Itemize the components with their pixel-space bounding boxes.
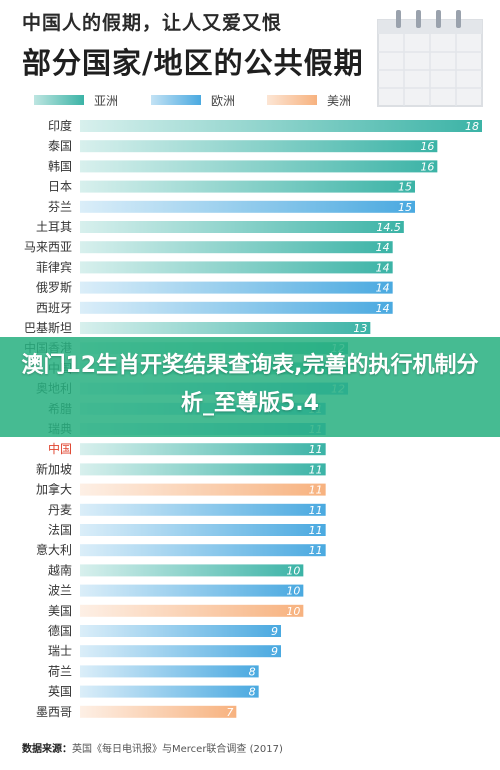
bar <box>80 625 281 637</box>
legend-swatch-americas <box>267 95 317 105</box>
value-label: 11 <box>309 443 323 456</box>
value-label: 9 <box>271 625 278 638</box>
category-label: 新加坡 <box>36 461 72 476</box>
legend-label-americas: 美洲 <box>327 94 352 108</box>
category-label: 土耳其 <box>36 220 72 234</box>
bar <box>80 463 326 476</box>
category-label: 荷兰 <box>48 664 72 678</box>
value-label: 13 <box>353 322 367 335</box>
source-text: 英国《每日电讯报》与Mercer联合调查 (2017) <box>72 744 283 755</box>
category-label: 意大利 <box>36 542 72 557</box>
legend-label-asia: 亚洲 <box>94 94 119 108</box>
value-label: 10 <box>286 605 300 618</box>
source-label: 数据来源： <box>22 744 72 755</box>
bar <box>80 503 326 516</box>
bar <box>80 140 438 153</box>
bar <box>80 524 326 536</box>
category-label: 美国 <box>48 604 72 618</box>
value-label: 14.5 <box>376 221 401 234</box>
value-label: 14 <box>376 241 390 254</box>
overlay-banner: 澳门12生肖开奖结果查询表,完善的执行机制分析_至尊版5.4 <box>0 337 500 437</box>
legend-label-europe: 欧洲 <box>211 94 236 108</box>
category-label: 西班牙 <box>36 301 72 315</box>
bar <box>80 483 326 496</box>
bar <box>80 564 304 577</box>
value-label: 10 <box>286 564 300 577</box>
value-label: 7 <box>226 706 233 719</box>
chart-title: 中国人的假期，让人又爱又恨 <box>22 12 283 34</box>
category-label: 巴基斯坦 <box>24 321 72 335</box>
category-label: 丹麦 <box>48 503 72 517</box>
bar <box>80 544 326 557</box>
value-label: 15 <box>398 181 412 194</box>
legend-swatch-asia <box>34 95 84 105</box>
bar <box>80 604 304 617</box>
bar <box>80 645 281 658</box>
category-label: 马来西亚 <box>24 240 72 254</box>
bar <box>80 261 393 274</box>
value-label: 11 <box>309 544 323 557</box>
value-label: 14 <box>376 282 390 295</box>
category-label: 德国 <box>48 623 72 638</box>
bar <box>80 200 415 213</box>
value-label: 8 <box>249 665 256 678</box>
bar <box>80 221 404 233</box>
value-label: 16 <box>420 140 434 153</box>
bar <box>80 281 393 294</box>
category-label: 中国 <box>48 441 72 456</box>
value-label: 14 <box>376 302 390 315</box>
category-label: 加拿大 <box>36 482 72 497</box>
source-note: 数据来源：英国《每日电讯报》与Mercer联合调查 (2017) <box>22 740 283 755</box>
category-label: 芬兰 <box>48 200 72 214</box>
category-label: 波兰 <box>48 584 72 598</box>
category-label: 日本 <box>48 180 72 194</box>
bar <box>80 180 415 193</box>
bar <box>80 584 304 597</box>
value-label: 11 <box>309 484 323 497</box>
value-label: 15 <box>398 201 412 214</box>
value-label: 11 <box>309 504 323 517</box>
bar <box>80 120 482 132</box>
category-label: 韩国 <box>48 158 72 173</box>
category-label: 俄罗斯 <box>36 281 72 295</box>
category-label: 瑞士 <box>48 644 72 658</box>
value-label: 11 <box>309 524 323 537</box>
value-label: 9 <box>271 645 278 658</box>
bar <box>80 705 237 718</box>
value-label: 16 <box>420 160 434 173</box>
category-label: 越南 <box>48 562 72 577</box>
bar <box>80 322 371 334</box>
bar <box>80 301 393 314</box>
value-label: 11 <box>309 463 323 476</box>
chart-subtitle: 部分国家/地区的公共假期 <box>22 46 364 80</box>
bar <box>80 443 326 456</box>
category-label: 泰国 <box>48 139 72 153</box>
bar <box>80 241 393 254</box>
bar <box>80 665 259 678</box>
bar <box>80 685 259 698</box>
calendar-icon <box>377 10 483 107</box>
bar <box>80 160 438 173</box>
value-label: 8 <box>249 686 256 699</box>
value-label: 10 <box>286 585 300 598</box>
value-label: 14 <box>376 261 390 274</box>
banner-text: 澳门12生肖开奖结果查询表,完善的执行机制分析_至尊版5.4 <box>21 353 479 416</box>
category-label: 菲律宾 <box>36 259 72 274</box>
category-label: 印度 <box>48 118 72 133</box>
value-label: 18 <box>465 120 479 133</box>
legend-swatch-europe <box>151 95 201 105</box>
category-label: 法国 <box>48 523 72 537</box>
category-label: 英国 <box>48 685 72 699</box>
category-label: 墨西哥 <box>36 705 72 719</box>
